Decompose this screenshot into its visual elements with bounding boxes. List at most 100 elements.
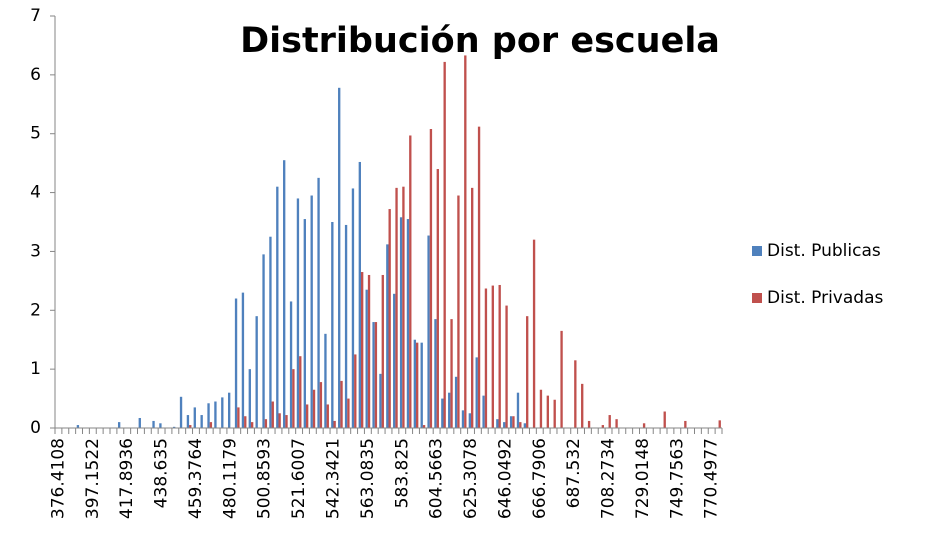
bar <box>381 274 384 428</box>
bar <box>519 422 522 428</box>
bar <box>372 322 375 428</box>
bar <box>214 401 217 428</box>
bar <box>299 356 302 428</box>
bar <box>360 272 364 428</box>
bar <box>159 423 162 428</box>
bar <box>471 187 474 428</box>
bar <box>262 254 265 428</box>
bar <box>475 357 478 428</box>
bar <box>546 395 549 428</box>
bar <box>319 382 323 428</box>
bar <box>498 284 501 428</box>
bar <box>312 389 316 428</box>
bar <box>189 425 192 428</box>
y-tick-label: 5 <box>30 124 41 144</box>
bar <box>200 415 203 428</box>
bar <box>269 236 272 428</box>
bar <box>276 186 279 428</box>
x-tick-label: 687.532 <box>564 438 584 508</box>
bar <box>333 420 336 428</box>
bar <box>512 416 515 428</box>
bar <box>351 188 355 428</box>
x-tick-label: 500.8593 <box>255 438 275 519</box>
bar <box>441 398 444 428</box>
bar <box>379 373 382 428</box>
bar <box>539 389 543 428</box>
bar <box>237 407 240 428</box>
bar <box>457 195 460 428</box>
bar <box>388 209 391 428</box>
x-tick-label: 666.7906 <box>530 438 550 519</box>
y-tick-label: 2 <box>30 300 41 320</box>
x-tick-label: 521.6007 <box>289 438 309 519</box>
bar <box>374 322 378 428</box>
bar <box>434 319 437 428</box>
bar <box>354 354 357 428</box>
bar <box>505 305 508 428</box>
bar <box>344 224 348 428</box>
bar <box>581 383 584 428</box>
bar <box>615 419 618 428</box>
bar <box>516 392 520 428</box>
bar <box>503 422 506 428</box>
bar <box>138 417 141 428</box>
bar <box>477 126 481 428</box>
bar <box>317 177 320 428</box>
bar <box>395 187 398 428</box>
bar <box>448 392 451 428</box>
bar <box>509 416 513 428</box>
bar <box>255 316 258 428</box>
bar <box>427 235 430 428</box>
x-tick-label: 563.0835 <box>358 438 378 519</box>
bar <box>464 55 467 428</box>
bar <box>324 333 327 428</box>
x-tick-label: 604.5663 <box>427 438 447 519</box>
x-tick-label: 459.3764 <box>186 438 206 519</box>
y-tick-label: 4 <box>30 183 41 203</box>
bar <box>310 195 313 428</box>
y-tick-label: 1 <box>30 359 41 379</box>
bar <box>331 222 334 428</box>
bar <box>422 425 426 428</box>
bar <box>684 420 687 428</box>
x-tick-label: 417.8936 <box>117 438 137 519</box>
legend-swatch <box>752 246 762 256</box>
bar <box>450 319 453 428</box>
legend-swatch <box>752 293 762 303</box>
bar <box>587 420 591 428</box>
bar <box>718 420 721 428</box>
x-tick-label: 625.3078 <box>461 438 481 519</box>
bar <box>271 401 274 428</box>
y-tick-label: 0 <box>30 418 41 438</box>
y-tick-label: 7 <box>30 6 41 26</box>
x-tick-label: 770.4977 <box>702 438 722 519</box>
bar <box>367 274 371 428</box>
bar <box>340 380 343 428</box>
x-tick-label: 376.4108 <box>48 438 68 519</box>
bar <box>347 398 350 428</box>
bar <box>420 342 423 428</box>
bar <box>443 61 446 429</box>
bar <box>413 339 417 428</box>
bar <box>248 369 251 428</box>
bar <box>642 423 646 428</box>
bar <box>416 342 419 428</box>
bar <box>179 396 183 428</box>
bar <box>326 404 329 428</box>
bar <box>305 404 309 428</box>
bar <box>289 301 293 428</box>
bar <box>461 410 465 428</box>
bar <box>399 217 403 428</box>
bar <box>560 330 563 428</box>
y-tick-label: 3 <box>30 241 41 261</box>
bar <box>436 169 439 428</box>
bar <box>526 316 529 428</box>
bar <box>429 129 433 428</box>
x-tick-label: 729.0148 <box>633 438 653 519</box>
bar <box>186 415 190 428</box>
x-tick-label: 583.825 <box>392 438 412 508</box>
bar <box>152 420 155 428</box>
bar <box>292 369 295 428</box>
bar <box>386 244 389 428</box>
